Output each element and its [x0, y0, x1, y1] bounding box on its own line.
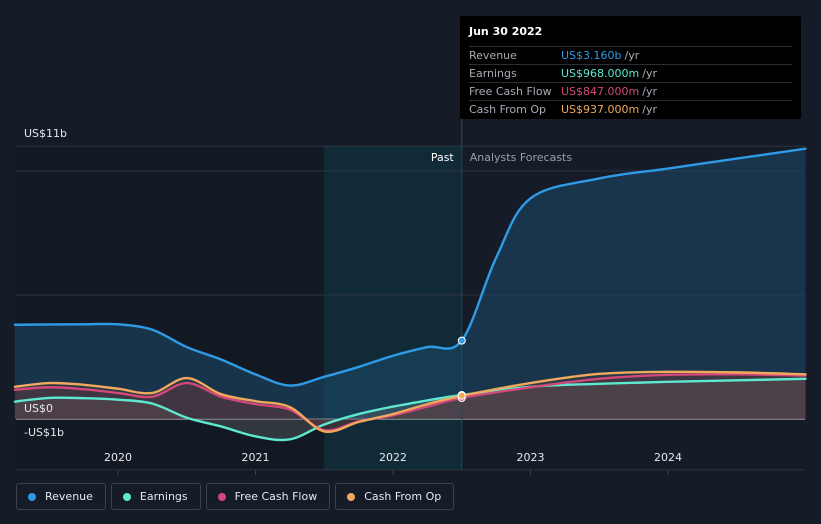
legend-item-revenue[interactable]: Revenue: [16, 483, 106, 510]
analysts-forecasts-label: Analysts Forecasts: [470, 151, 573, 164]
legend-dot-icon: [122, 492, 131, 501]
legend-dot-icon: [347, 492, 356, 501]
cash-from-op-marker: [457, 391, 466, 400]
tooltip-row-name: Earnings: [469, 67, 517, 80]
tooltip-row-unit: /yr: [642, 85, 657, 98]
tooltip-row: Free Cash Flow US$847.000m/yr: [469, 83, 792, 101]
revenue-marker: [457, 336, 466, 345]
legend-item-earnings[interactable]: Earnings: [110, 483, 201, 510]
tooltip-row-value: US$847.000m: [561, 85, 640, 98]
legend-label: Earnings: [139, 490, 188, 503]
earnings-line: [13, 377, 807, 442]
legend-dot-icon: [217, 492, 226, 501]
y-axis-top-label: US$11b: [24, 127, 67, 140]
tooltip-row-unit: /yr: [624, 49, 640, 62]
tooltip-date: Jun 30 2022: [469, 24, 792, 47]
y-axis-zero-label: US$0: [24, 402, 53, 415]
tooltip-row-unit: /yr: [642, 103, 657, 116]
x-tick-label-2023: 2023: [517, 451, 545, 464]
tooltip-row-name: Revenue: [469, 49, 517, 62]
past-label: Past: [431, 151, 455, 164]
tooltip-markers: [457, 336, 466, 402]
tooltip-row-name: Cash From Op: [469, 103, 547, 116]
legend-item-cash-from-op[interactable]: Cash From Op: [335, 483, 455, 510]
legend-dot-icon: [28, 492, 36, 501]
legend-label: Revenue: [45, 490, 93, 503]
tooltip-row-value: US$968.000m: [561, 67, 640, 80]
free-cash-flow-line: [13, 373, 807, 432]
x-tick-label-2022: 2022: [379, 451, 407, 464]
cash-from-op-area: [14, 371, 806, 432]
tooltip: Jun 30 2022 Revenue US$3.160b/yr Earnings U…: [460, 16, 801, 119]
legend: Revenue Earnings Free Cash Flow Cash From O…: [16, 483, 455, 510]
cash-from-op-line: [13, 370, 807, 434]
legend-label: Free Cash Flow: [234, 490, 318, 503]
free-cash-flow-area: [14, 374, 806, 431]
tooltip-row-value: US$937.000m: [561, 103, 640, 116]
y-axis-bottom-label: -US$1b: [24, 426, 64, 439]
tooltip-row: Earnings US$968.000m/yr: [469, 65, 792, 83]
tooltip-row-unit: /yr: [642, 67, 657, 80]
tooltip-row-value: US$3.160b: [561, 49, 622, 62]
tooltip-row: Cash From Op US$937.000m/yr: [469, 101, 792, 118]
legend-label: Cash From Op: [364, 490, 442, 503]
revenue-area: [14, 148, 806, 419]
x-tick-label-2021: 2021: [242, 451, 270, 464]
tooltip-row: Revenue US$3.160b/yr: [469, 47, 792, 65]
x-tick-label-2020: 2020: [104, 451, 132, 464]
series-lines: [13, 147, 807, 442]
x-axis: 2020 2021 2022 2023 2024: [104, 451, 682, 475]
legend-item-free-cash-flow[interactable]: Free Cash Flow: [205, 483, 331, 510]
x-tick-label-2024: 2024: [654, 451, 682, 464]
revenue-line: [13, 147, 807, 387]
tooltip-row-name: Free Cash Flow: [469, 85, 552, 98]
